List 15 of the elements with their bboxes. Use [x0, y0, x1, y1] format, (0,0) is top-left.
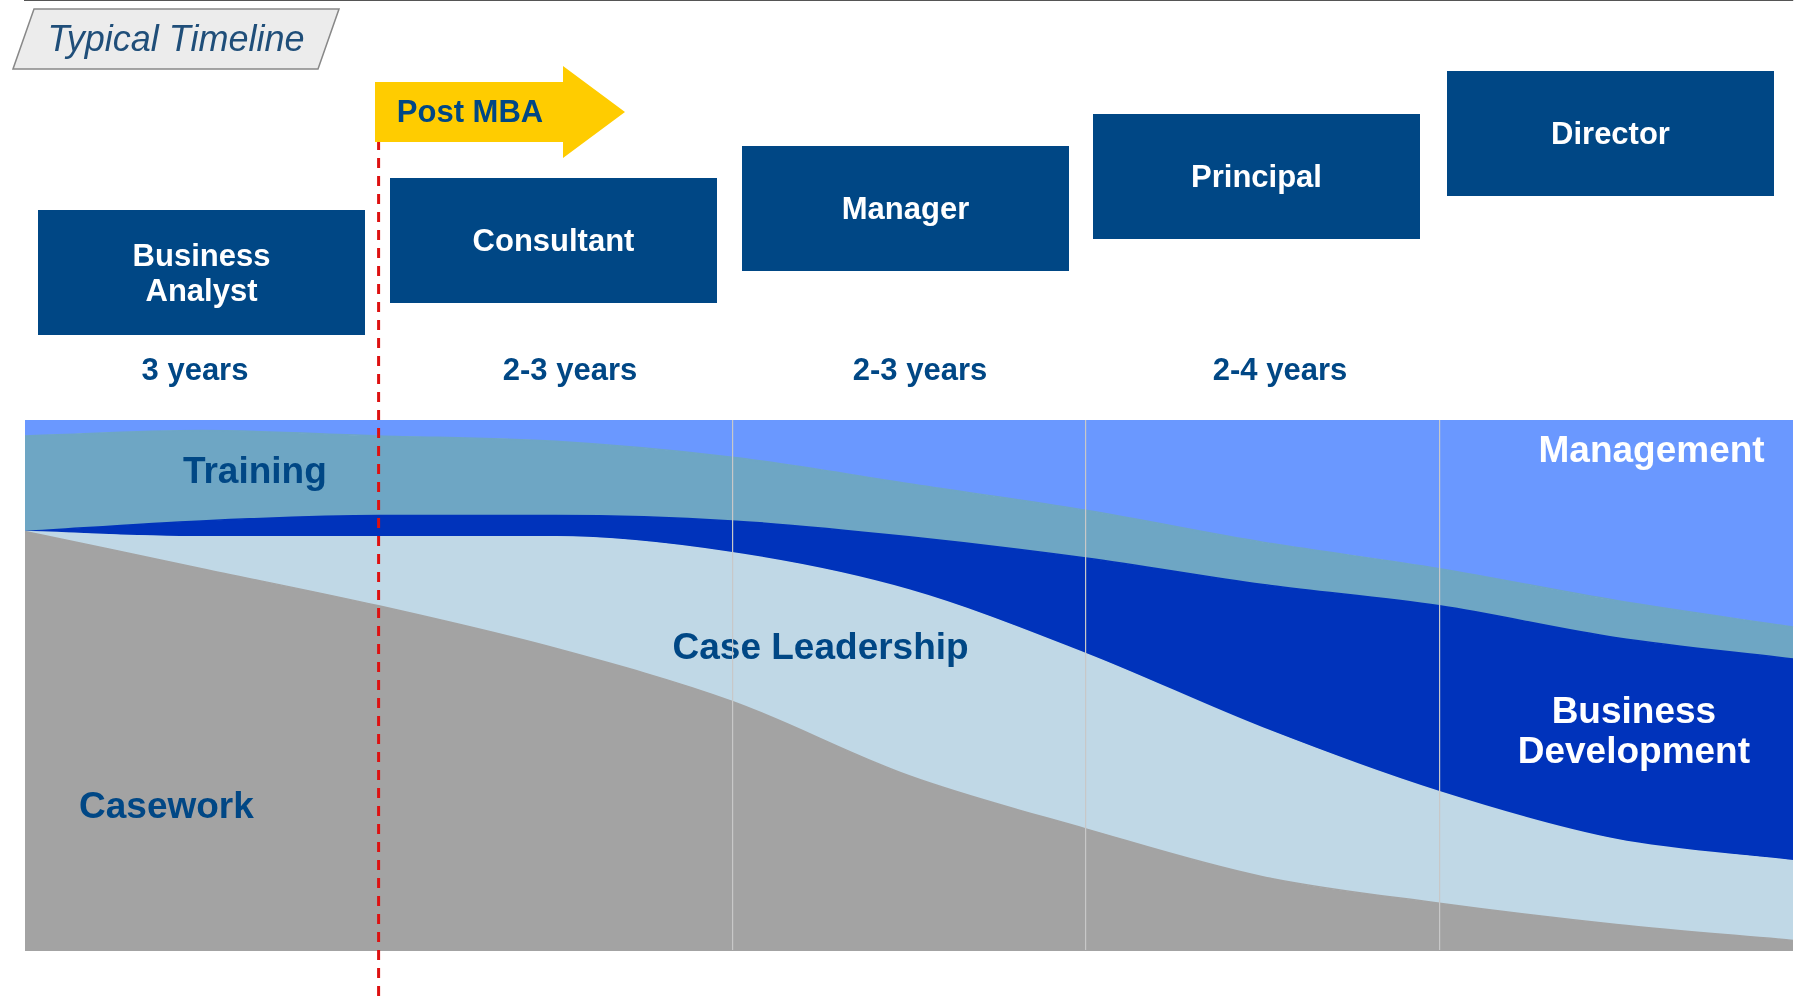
series-label: Training: [182, 450, 327, 492]
text: 2-3 years: [852, 352, 988, 388]
text: Director: [1551, 116, 1670, 151]
text: Principal: [1191, 159, 1322, 194]
text: Consultant: [472, 223, 635, 258]
series-label: Case Leadership: [672, 625, 969, 667]
series-label: Business Development: [1517, 690, 1751, 772]
series-label: Management: [1538, 429, 1765, 471]
text: Manager: [841, 191, 970, 226]
text: 3 years: [141, 352, 249, 388]
series-label: Casework: [79, 784, 255, 826]
text: Business Analyst: [131, 237, 272, 308]
text: 2-3 years: [502, 352, 638, 388]
text: 2-4 years: [1212, 352, 1348, 388]
text: Post MBA: [396, 94, 544, 130]
